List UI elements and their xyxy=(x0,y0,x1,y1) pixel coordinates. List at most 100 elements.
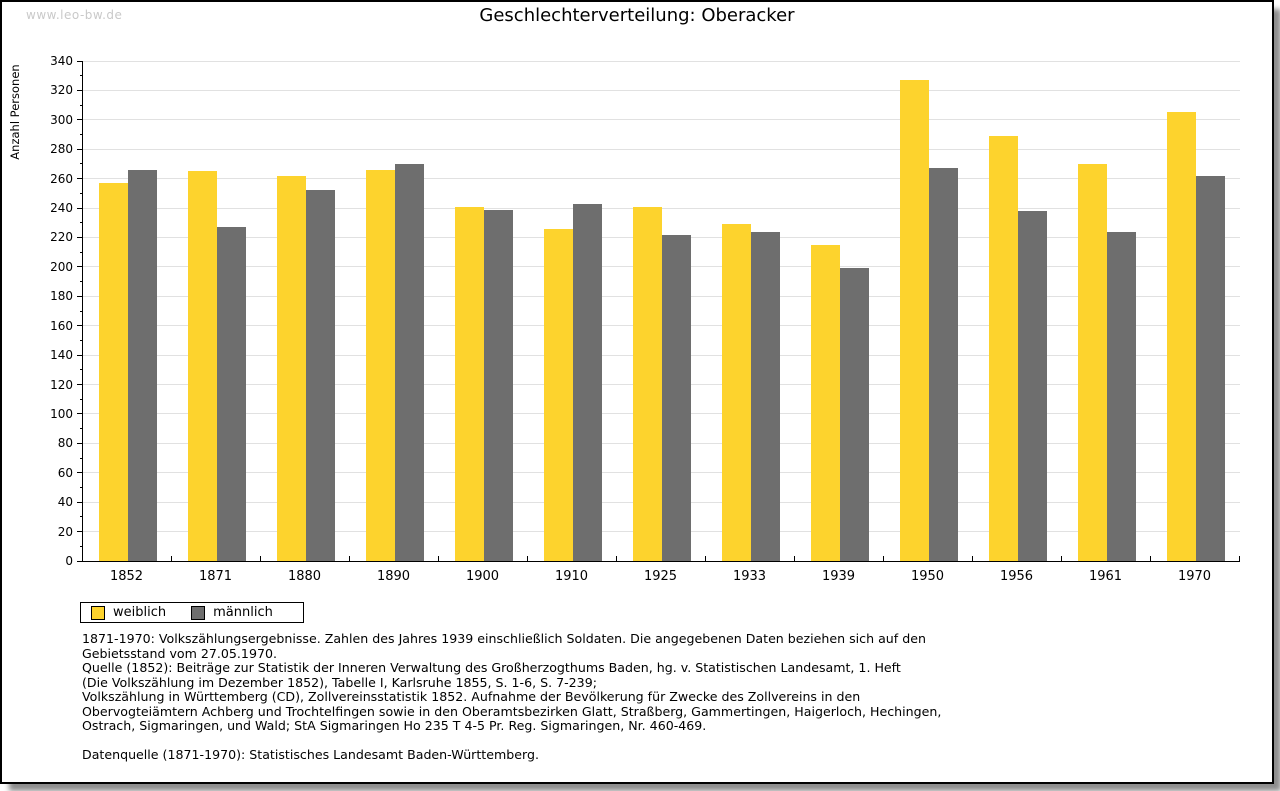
y-axis-tick-label: 80 xyxy=(57,436,73,451)
x-axis-label-1970: 1970 xyxy=(1177,569,1212,584)
y-axis-minor-tick xyxy=(80,104,83,106)
x-axis-tick xyxy=(794,556,795,561)
y-axis-tick-label: 20 xyxy=(57,524,73,539)
x-axis-labels: 1852 1871 1880 1890 1900 1910 1925 1933 1939 1950… xyxy=(82,569,1239,584)
y-axis-major-tick xyxy=(77,560,83,562)
x-axis-label-1950: 1950 xyxy=(910,569,945,584)
y-axis-tick-label: 340 xyxy=(50,54,73,68)
y-axis-title: Anzahl Personen xyxy=(8,64,22,160)
y-axis-major-tick xyxy=(77,266,83,268)
bar-weiblich-1956 xyxy=(988,136,1018,561)
bar-männlich-1956 xyxy=(1017,211,1047,561)
y-axis-tick-label: 0 xyxy=(65,554,73,568)
x-axis-label-1956: 1956 xyxy=(999,569,1034,584)
bar-group-1956 xyxy=(973,61,1062,561)
footer-line: (Die Volkszählung im Dezember 1852), Tab… xyxy=(82,674,597,690)
x-axis-label-1961: 1961 xyxy=(1088,569,1123,584)
y-axis-minor-tick xyxy=(80,398,83,400)
y-axis-major-tick xyxy=(77,89,83,91)
y-axis-major-tick xyxy=(77,295,83,297)
x-axis-tick xyxy=(1061,556,1062,561)
y-axis-minor-tick xyxy=(80,192,83,194)
bar-group-1871 xyxy=(172,61,261,561)
y-axis-major-tick xyxy=(77,60,83,62)
y-axis-tick-label: 240 xyxy=(50,201,73,216)
y-axis-major-tick xyxy=(77,472,83,474)
x-axis-tick xyxy=(171,556,172,561)
footer-line: Gebietsstand vom 27.05.1970. xyxy=(82,645,277,661)
bar-group-1890 xyxy=(350,61,439,561)
gridline xyxy=(83,60,1240,62)
gridline xyxy=(83,89,1240,91)
footer-line: 1871-1970: Volkszählungsergebnisse. Zahl… xyxy=(82,631,926,646)
x-axis-tick xyxy=(1239,556,1240,561)
footer-line: Quelle (1852): Beiträge zur Statistik de… xyxy=(82,660,901,675)
x-axis-label-1910: 1910 xyxy=(554,569,589,584)
bar-männlich-1961 xyxy=(1106,232,1136,561)
y-axis-minor-tick xyxy=(80,310,83,312)
y-axis-tick-label: 140 xyxy=(50,348,73,363)
bar-group-1880 xyxy=(261,61,350,561)
bar-weiblich-1900 xyxy=(454,207,484,561)
bar-weiblich-1871 xyxy=(187,171,217,561)
footer-line: Volkszählung in Württemberg (CD), Zollve… xyxy=(82,689,861,704)
footer-notes: 1871-1970: Volkszählungsergebnisse. Zahl… xyxy=(82,631,1212,763)
bar-groups xyxy=(83,61,1240,561)
gridline xyxy=(83,119,1240,121)
y-axis-major-tick xyxy=(77,236,83,238)
watermark: www.leo-bw.de xyxy=(26,8,123,22)
x-axis-tick xyxy=(705,556,706,561)
y-axis-major-tick xyxy=(77,384,83,386)
bar-männlich-1871 xyxy=(216,227,246,561)
bar-männlich-1900 xyxy=(483,210,513,561)
y-axis-tick-label: 40 xyxy=(57,495,73,510)
y-axis-tick-label: 320 xyxy=(50,83,73,98)
x-axis-label-1939: 1939 xyxy=(821,569,856,584)
y-axis-major-tick xyxy=(77,119,83,121)
y-axis-major-tick xyxy=(77,531,83,533)
x-axis-tick xyxy=(972,556,973,561)
y-axis-minor-tick xyxy=(80,75,83,77)
bar-weiblich-1939 xyxy=(810,245,840,561)
bar-männlich-1950 xyxy=(928,168,958,561)
bar-group-1933 xyxy=(706,61,795,561)
x-axis-tick xyxy=(260,556,261,561)
y-axis-tick-label: 160 xyxy=(50,318,73,333)
y-axis-minor-tick xyxy=(80,251,83,253)
x-axis-label-1925: 1925 xyxy=(643,569,678,584)
y-axis-major-tick xyxy=(77,207,83,209)
x-axis-label-1933: 1933 xyxy=(732,569,767,584)
y-axis-minor-tick xyxy=(80,163,83,165)
chart-title: Geschlechterverteilung: Oberacker xyxy=(479,5,795,26)
bar-group-1961 xyxy=(1062,61,1151,561)
y-axis-minor-tick xyxy=(80,545,83,547)
y-axis-tick-label: 280 xyxy=(50,142,73,157)
y-axis-minor-tick xyxy=(80,457,83,459)
x-axis-label-1871: 1871 xyxy=(198,569,233,584)
bar-weiblich-1933 xyxy=(721,224,751,561)
x-axis-label-1880: 1880 xyxy=(287,569,322,584)
y-axis-major-tick xyxy=(77,354,83,356)
footer-line: Obervogteiämtern Achberg und Trochtelfin… xyxy=(82,703,942,719)
bar-weiblich-1961 xyxy=(1077,164,1107,561)
bar-group-1852 xyxy=(83,61,172,561)
y-axis-tick-label: 300 xyxy=(50,112,73,127)
y-axis-tick-label: 100 xyxy=(50,406,73,421)
bar-group-1950 xyxy=(884,61,973,561)
y-axis-minor-tick xyxy=(80,516,83,518)
y-axis-major-tick xyxy=(77,148,83,150)
bar-männlich-1933 xyxy=(750,232,780,561)
legend-swatch-weiblich xyxy=(91,605,105,620)
bar-weiblich-1852 xyxy=(98,183,128,561)
y-axis-major-tick xyxy=(77,413,83,415)
y-axis-tick-label: 220 xyxy=(50,230,73,245)
y-axis-minor-tick xyxy=(80,369,83,371)
x-axis-tick xyxy=(883,556,884,561)
bar-männlich-1939 xyxy=(839,268,869,561)
bar-weiblich-1925 xyxy=(632,207,662,561)
y-axis-minor-tick xyxy=(80,134,83,136)
y-axis-minor-tick xyxy=(80,486,83,488)
bar-weiblich-1890 xyxy=(365,170,395,561)
x-axis-tick xyxy=(438,556,439,561)
